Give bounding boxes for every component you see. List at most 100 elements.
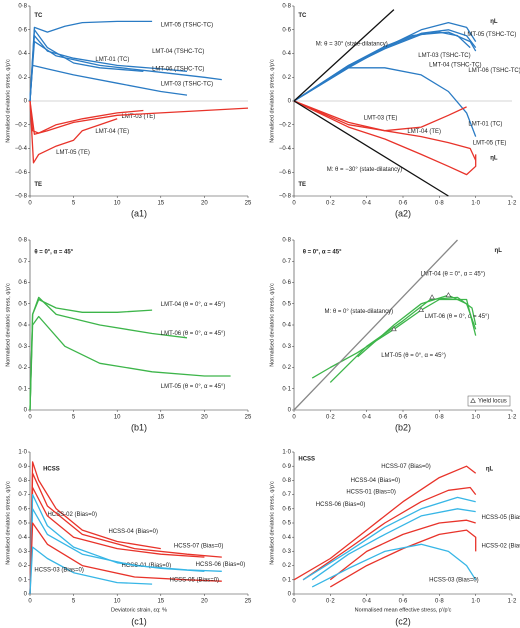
y-tick-label: 0·2	[18, 75, 27, 81]
y-tick-label: −0·4	[15, 146, 28, 152]
y-tick-label: 0	[24, 592, 28, 598]
series-line	[29, 461, 161, 595]
y-tick-label: 0·4	[282, 323, 291, 329]
x-tick-label: 15	[157, 201, 164, 207]
y-tick-label: 0·5	[282, 521, 291, 527]
y-tick-label: 0·9	[18, 464, 27, 470]
y-tick-label: 0·6	[282, 27, 291, 33]
series-line	[293, 9, 395, 102]
y-tick-label: 0·8	[18, 238, 27, 244]
y-tick-label: 0·6	[18, 27, 27, 33]
y-tick-label: 0	[24, 99, 28, 105]
series-line	[29, 100, 249, 135]
y-tick-label: 0·4	[282, 51, 291, 57]
series-label: HCSS-06 (Bias=0)	[316, 502, 366, 508]
series-label: HCSS-06 (Bias=0)	[196, 562, 246, 568]
x-tick-label: 0	[292, 599, 296, 605]
legend-label: Yield locus	[478, 399, 507, 405]
series-line	[29, 35, 188, 102]
y-tick-label: 0	[288, 99, 292, 105]
series-label: M: θ = −30° (state-dilatancy)	[327, 167, 402, 173]
x-tick-label: 5	[72, 599, 76, 605]
y-tick-label: 0·2	[18, 563, 27, 569]
x-tick-label: 10	[114, 599, 121, 605]
caption: (a2)	[395, 208, 411, 218]
series-label: LMT-05 (θ = 0°, α = 45°)	[381, 353, 446, 359]
series-label: HCSS-04 (Bias=0)	[351, 478, 401, 484]
series-line	[29, 29, 144, 102]
x-tick-label: 5	[72, 415, 76, 421]
y-tick-label: 0·8	[18, 4, 27, 10]
x-tick-label: 0	[28, 201, 32, 207]
series-label: HCSS-02 (Bias=0)	[47, 512, 97, 518]
annotation: θ = 0°, α = 45°	[303, 249, 342, 255]
x-tick-label: 0·2	[326, 415, 335, 421]
series-label: LMT-04 (TE)	[95, 129, 129, 135]
caption: (c2)	[395, 616, 411, 626]
y-tick-label: 1·0	[18, 450, 27, 456]
y-tick-label: 0·4	[18, 51, 27, 57]
series-line	[29, 100, 144, 134]
series-label: LMT-05 (TSHC-TC)	[464, 32, 516, 38]
annotation: TC	[298, 13, 307, 19]
x-tick-label: 25	[245, 599, 252, 605]
x-tick-label: 0·4	[362, 415, 371, 421]
series-line	[329, 529, 477, 588]
y-tick-label: 0·7	[18, 492, 27, 498]
panel: −0·8 −0·6 −0·4 −0·2 0 0·2 0·4 0·6 0·8 0 0·2 0·4 0·6 0…	[269, 4, 520, 219]
x-tick-label: 1·2	[508, 599, 517, 605]
y-axis-label: Normalised deviatoric stress, q/p′c	[269, 481, 275, 565]
y-tick-label: 0	[24, 408, 28, 414]
x-tick-label: 0·8	[435, 415, 444, 421]
series-line	[293, 239, 458, 411]
series-label: LMT-01 (TC)	[468, 121, 502, 127]
series-label: HCSS-03 (Bias=0)	[429, 577, 479, 583]
series-line	[29, 472, 222, 595]
y-tick-label: 0·6	[282, 506, 291, 512]
x-tick-label: 20	[201, 599, 208, 605]
legend-marker	[470, 397, 476, 403]
series-line	[293, 100, 477, 161]
yield-point	[429, 294, 435, 300]
series-line	[29, 315, 231, 411]
yield-point	[391, 326, 397, 332]
y-tick-label: 0·6	[18, 280, 27, 286]
series-label: LMT-04 (TE)	[407, 129, 441, 135]
annotation: TE	[298, 182, 306, 188]
series-line	[329, 519, 476, 581]
series-line	[29, 100, 118, 164]
panel: 0 0·1 0·2 0·3 0·4 0·5 0·6 0·7 0·8 0·9 1·0 0 5 10 15 20 2…	[5, 450, 252, 627]
series-label: HCSS-02 (Bias=0)	[481, 543, 520, 549]
panel: 0 0·1 0·2 0·3 0·4 0·5 0·6 0·7 0·8 0 5 10 15 20 25 Norma…	[5, 238, 252, 433]
y-tick-label: 0·1	[18, 577, 27, 583]
y-tick-label: 0·8	[18, 478, 27, 484]
series-label: LMT-05 (TE)	[56, 150, 90, 156]
y-tick-label: 0·3	[282, 549, 291, 555]
annotation: HCSS	[43, 467, 60, 473]
x-tick-label: 0	[292, 201, 296, 207]
series-line	[293, 465, 477, 581]
series-label: HCSS-03 (Bias=0)	[34, 567, 84, 573]
x-tick-label: 5	[72, 201, 76, 207]
y-tick-label: −0·8	[279, 194, 292, 200]
series-line	[293, 67, 477, 137]
series-line	[29, 20, 153, 102]
x-tick-label: 0·4	[362, 599, 371, 605]
y-tick-label: 0	[288, 408, 292, 414]
x-tick-label: 0·6	[399, 599, 408, 605]
x-tick-label: 25	[245, 415, 252, 421]
series-line	[293, 100, 477, 176]
y-tick-label: 0	[288, 592, 292, 598]
y-tick-label: 0·2	[282, 563, 291, 569]
x-tick-label: 20	[201, 415, 208, 421]
y-tick-label: −0·2	[279, 122, 292, 128]
y-tick-label: 0·3	[18, 549, 27, 555]
y-tick-label: 0·7	[18, 259, 27, 265]
y-axis-label: Normalised deviatoric stress, q/p′c	[5, 283, 11, 367]
x-tick-label: 1·2	[508, 415, 517, 421]
series-label: HCSS-05 (Bias=0)	[170, 577, 220, 583]
y-tick-label: 1·0	[282, 450, 291, 456]
series-label: LMT-05 (TE)	[473, 140, 507, 146]
y-tick-label: 0·7	[282, 259, 291, 265]
annotation: ηL	[495, 248, 503, 254]
